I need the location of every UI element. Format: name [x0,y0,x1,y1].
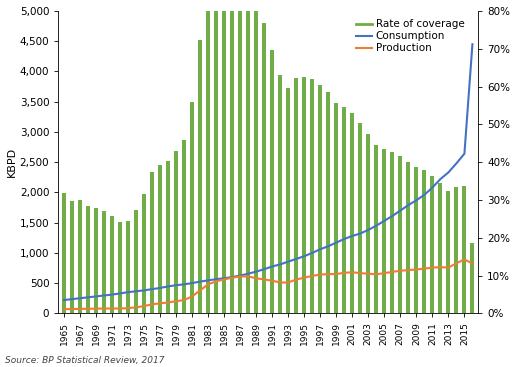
Bar [351,113,354,313]
Bar [126,222,130,313]
Y-axis label: KBPD: KBPD [7,147,17,177]
Bar [470,243,475,313]
Bar [390,152,394,313]
Bar [342,107,346,313]
Bar [62,193,66,313]
Bar [78,200,82,313]
Bar [94,208,98,313]
Bar [246,0,250,313]
Legend: Rate of coverage, Consumption, Production: Rate of coverage, Consumption, Productio… [356,19,464,53]
Bar [454,187,459,313]
Bar [334,103,338,313]
Bar [278,75,282,313]
Bar [182,140,186,313]
Bar [254,0,258,313]
Bar [206,0,210,313]
Bar [383,149,386,313]
Bar [230,0,234,313]
Bar [174,151,178,313]
Bar [110,216,114,313]
Bar [142,194,146,313]
Bar [198,40,202,313]
Bar [414,167,418,313]
Bar [286,88,290,313]
Bar [166,161,170,313]
Bar [118,222,122,313]
Bar [70,201,74,313]
Bar [222,0,226,313]
Bar [374,145,378,313]
Bar [462,186,466,313]
Bar [430,176,434,313]
Bar [158,165,162,313]
Bar [294,78,298,313]
Bar [262,23,266,313]
Bar [367,134,370,313]
Bar [422,170,427,313]
Bar [214,0,218,313]
Bar [86,206,90,313]
Bar [358,123,362,313]
Bar [270,50,274,313]
Bar [398,156,402,313]
Bar [190,102,194,313]
Bar [150,172,154,313]
Bar [446,191,450,313]
Text: Source: BP Statistical Review, 2017: Source: BP Statistical Review, 2017 [5,356,165,365]
Bar [134,210,138,313]
Bar [438,183,443,313]
Bar [406,162,410,313]
Bar [102,211,106,313]
Bar [326,92,330,313]
Bar [238,0,242,313]
Bar [310,79,314,313]
Bar [302,77,306,313]
Bar [318,85,322,313]
